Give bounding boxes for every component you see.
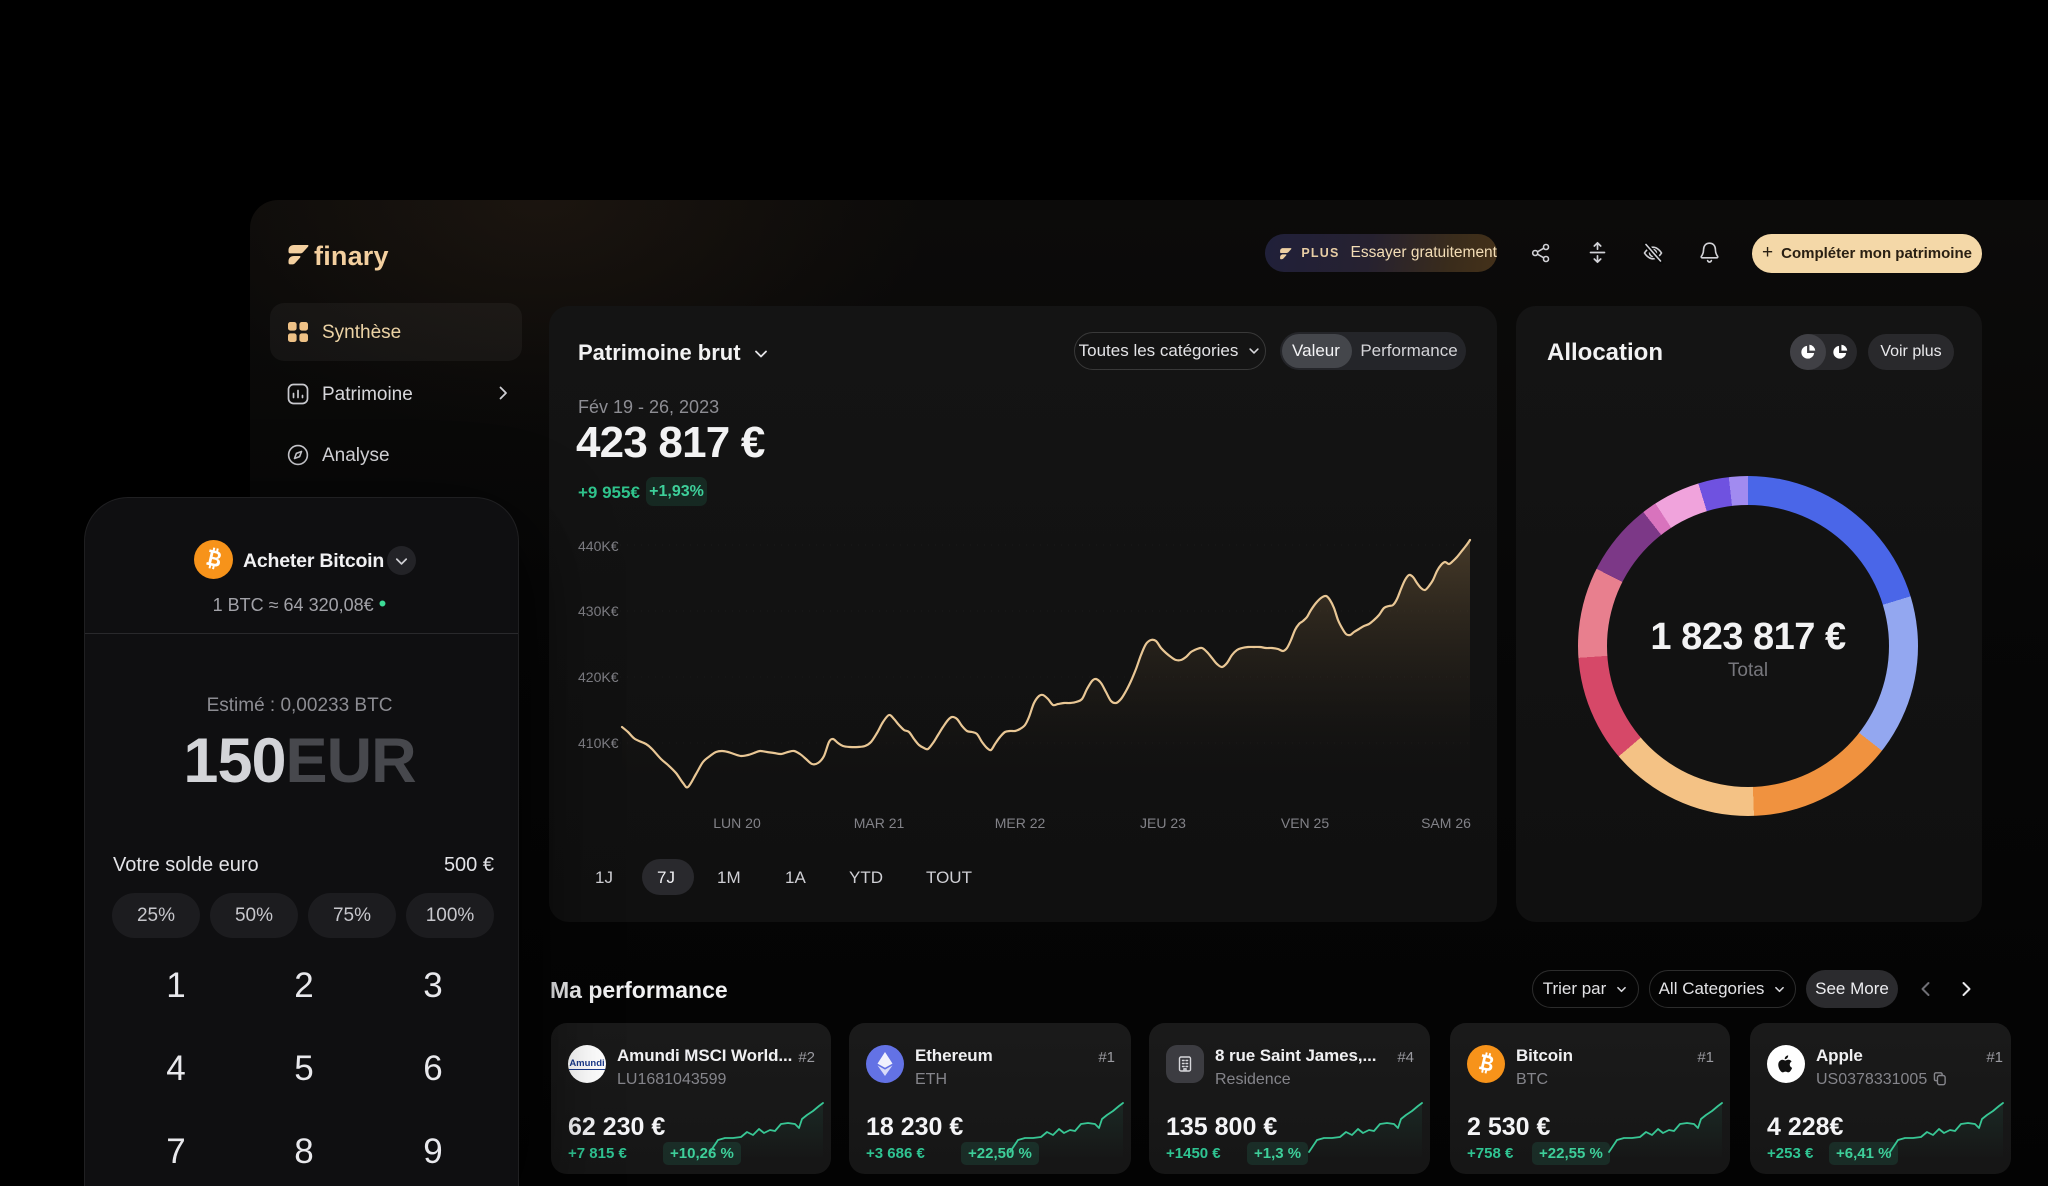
svg-text:finary: finary (314, 241, 389, 271)
